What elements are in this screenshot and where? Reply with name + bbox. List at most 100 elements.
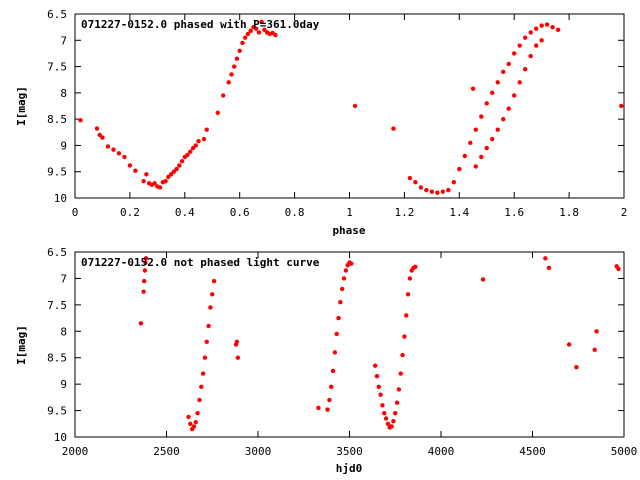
data-point (171, 169, 177, 174)
data-point (100, 135, 105, 140)
data-point (202, 355, 208, 360)
data-point (215, 110, 220, 116)
data-point (168, 172, 174, 177)
data-point (522, 67, 528, 72)
data-point (235, 355, 241, 360)
data-point (341, 276, 347, 281)
data-point (122, 154, 127, 160)
data-point (405, 292, 411, 297)
data-point (429, 189, 435, 194)
data-point (141, 278, 147, 284)
x-tick-label: 5000 (611, 445, 638, 458)
data-point (273, 32, 278, 38)
data-point (248, 28, 253, 34)
data-point (435, 190, 440, 195)
data-point (451, 180, 457, 185)
data-point (211, 278, 217, 284)
data-point (229, 72, 234, 77)
data-point (376, 384, 381, 389)
data-point (533, 43, 539, 48)
data-point (97, 132, 102, 138)
y-tick-label: 9 (60, 378, 67, 391)
data-point (262, 27, 267, 32)
x-axis-label: phase (332, 224, 365, 237)
data-point (316, 405, 321, 411)
x-tick-label: 2500 (153, 445, 180, 458)
data-point (190, 145, 196, 151)
data-point (484, 101, 489, 106)
y-tick-label: 8.5 (47, 352, 67, 365)
x-tick-label: 2000 (62, 445, 89, 458)
data-point (143, 260, 148, 265)
data-point (166, 174, 171, 180)
data-point (495, 80, 500, 85)
data-point (111, 147, 116, 152)
data-point (418, 185, 424, 190)
y-tick-label: 6.5 (47, 246, 67, 259)
data-point (594, 329, 599, 334)
data-point (539, 23, 544, 28)
x-tick-label: 3500 (336, 445, 363, 458)
data-point (574, 365, 579, 370)
data-point (141, 289, 146, 294)
data-point (374, 374, 380, 379)
data-point (339, 286, 345, 292)
data-point (382, 411, 387, 416)
data-point (325, 407, 330, 412)
x-tick-label: 0.6 (230, 206, 250, 219)
data-point (592, 347, 597, 352)
data-point (479, 154, 484, 160)
data-point (407, 276, 413, 281)
data-point (138, 321, 144, 326)
data-point (245, 31, 251, 37)
data-point (352, 103, 358, 109)
data-point (402, 334, 407, 339)
data-point (378, 392, 383, 397)
data-point (389, 424, 394, 429)
x-tick-label: 4000 (428, 445, 455, 458)
data-point (512, 93, 517, 98)
data-point (380, 403, 385, 408)
data-point (221, 93, 226, 98)
data-point (404, 313, 409, 318)
x-tick-label: 0 (72, 206, 79, 219)
x-tick-label: 1.6 (504, 206, 524, 219)
data-point (550, 24, 555, 30)
data-point (78, 117, 83, 123)
chart-title: 071227-0152.0 not phased light curve (81, 256, 320, 269)
data-point (473, 164, 478, 169)
data-point (163, 178, 168, 184)
data-point (204, 127, 209, 132)
data-point (188, 421, 193, 426)
data-point (234, 339, 240, 345)
data-point (199, 384, 204, 389)
data-point (473, 127, 478, 132)
y-tick-label: 9.5 (47, 166, 67, 179)
data-point (484, 145, 489, 151)
x-tick-label: 0.8 (285, 206, 305, 219)
phased-light-curve-panel: 0 0.2 0.4 0.6 0.8 1 1.2 1.4 1.6 1.8 2 6.5 7 7.5 8 8.5 9 9… (15, 8, 627, 237)
data-point (152, 181, 157, 186)
data-point (391, 126, 396, 131)
data-point (343, 268, 349, 273)
chart-title: 071227-0152.0 phased with P=361.0day (81, 18, 320, 31)
y-tick-label: 10 (54, 192, 67, 205)
data-point (208, 305, 213, 310)
data-point (490, 136, 495, 142)
data-point (501, 69, 506, 75)
data-point (468, 140, 473, 145)
data-point (336, 315, 341, 321)
data-point (517, 80, 522, 85)
data-point (394, 400, 400, 405)
y-tick-label: 8 (60, 87, 67, 100)
data-point (193, 420, 198, 425)
data-point (413, 180, 418, 185)
data-point (157, 185, 163, 190)
plot-frame (74, 251, 625, 438)
data-point (332, 350, 338, 355)
data-point (407, 175, 413, 181)
data-point (196, 139, 201, 144)
x-tick-label: 1 (346, 206, 353, 219)
data-point (144, 172, 149, 177)
